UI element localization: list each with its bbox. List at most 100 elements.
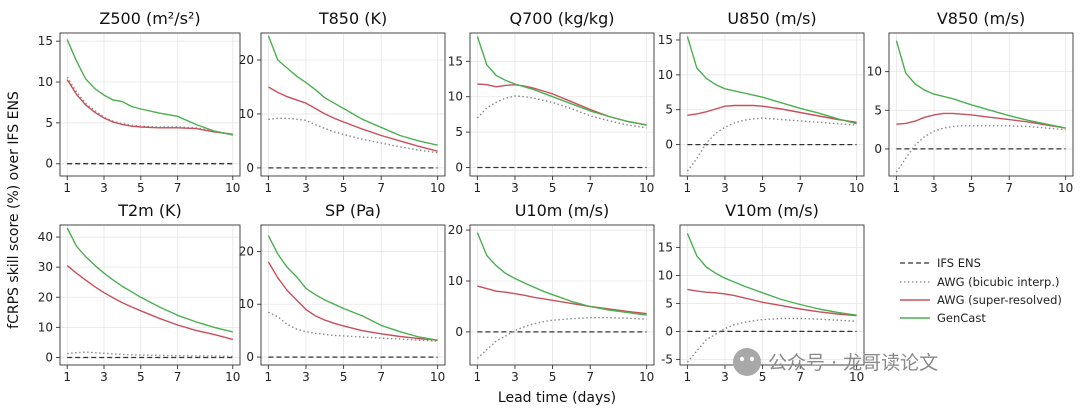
plot-frame: [469, 32, 655, 177]
series-line-gencast: [895, 40, 1066, 129]
x-tick-label: 5: [759, 370, 767, 384]
y-tick-label: 5: [455, 125, 463, 139]
panel-title: V10m (m/s): [725, 201, 819, 220]
x-tick-label: 3: [302, 370, 310, 384]
y-tick-label: 10: [239, 297, 254, 311]
y-tick-label: 0: [665, 324, 673, 338]
y-tick-label: 15: [658, 33, 673, 47]
x-tick-label: 5: [137, 370, 145, 384]
x-tick-label: 3: [100, 181, 108, 195]
x-tick-label: 10: [430, 370, 445, 384]
plot-frame: [469, 224, 655, 366]
series-line-awg-bicubic-interp: [268, 117, 438, 154]
x-tick-label: 10: [225, 370, 240, 384]
series-line-gencast: [476, 36, 647, 126]
y-tick-label: 15: [448, 54, 463, 68]
watermark: 公众号 · 龙哥读论文: [733, 348, 938, 376]
series-line-awg-bicubic-interp: [895, 125, 1066, 173]
watermark-icon-eye-right: [749, 356, 755, 362]
x-tick-label: 7: [174, 181, 182, 195]
legend-label-gencast: GenCast: [937, 311, 986, 325]
x-tick-label: 10: [639, 370, 654, 384]
series-line-awg-super-resolved: [687, 288, 857, 317]
y-tick-label: 10: [38, 75, 53, 89]
x-tick-label: 10: [639, 181, 654, 195]
x-tick-label: 7: [174, 370, 182, 384]
x-tick-label: 10: [225, 181, 240, 195]
panel-title: T850 (K): [318, 9, 387, 28]
y-tick-label: 5: [665, 103, 673, 117]
x-tick-label: 10: [430, 181, 445, 195]
plot-frame: [260, 224, 446, 366]
series-line-awg-super-resolved: [268, 86, 438, 152]
y-tick-label: 15: [38, 34, 53, 48]
x-tick-label: 7: [796, 370, 804, 384]
x-tick-label: 10: [1058, 181, 1073, 195]
y-tick-label: 10: [448, 274, 463, 288]
x-tick-label: 7: [1005, 181, 1013, 195]
series-line-gencast: [267, 35, 438, 146]
x-tick-label: 3: [721, 370, 729, 384]
series-line-gencast: [267, 235, 438, 341]
panel-q700: 1 3 5 7 10 0 5 10 15 Q700 (kg/kg): [448, 9, 655, 195]
y-tick-label: 40: [38, 230, 53, 244]
series-line-awg-bicubic-interp: [67, 351, 233, 357]
legend-label-ifs-ens: IFS ENS: [937, 256, 981, 270]
x-tick-label: 1: [474, 370, 482, 384]
series-line-awg-bicubic-interp: [476, 317, 647, 359]
legend-label-awg-bicubic: AWG (bicubic interp.): [937, 275, 1059, 289]
series-line-awg-super-resolved: [66, 265, 233, 341]
y-tick-label: 10: [658, 68, 673, 82]
y-tick-label: 0: [246, 350, 254, 364]
x-tick-label: 3: [100, 370, 108, 384]
x-tick-label: 5: [759, 181, 767, 195]
plot-frame: [260, 32, 446, 177]
y-tick-label: 20: [38, 290, 53, 304]
series-line-gencast: [66, 39, 233, 136]
x-tick-label: 1: [684, 181, 692, 195]
y-tick-label: 10: [38, 320, 53, 334]
series-line-awg-super-resolved: [896, 112, 1066, 129]
y-tick-label: 0: [45, 157, 53, 171]
panel-title: V850 (m/s): [937, 9, 1025, 28]
x-tick-label: 5: [340, 370, 348, 384]
plot-frame: [679, 224, 865, 366]
y-tick-label: -5: [661, 352, 673, 366]
x-tick-label: 7: [377, 370, 385, 384]
panel-v850: 1 3 5 7 10 0 5 10 V850 (m/s): [867, 9, 1074, 195]
x-tick-label: 1: [474, 181, 482, 195]
x-tick-label: 7: [586, 370, 594, 384]
y-tick-label: 20: [239, 244, 254, 258]
x-tick-label: 1: [63, 370, 71, 384]
x-tick-label: 7: [796, 181, 804, 195]
plot-frame: [59, 224, 241, 366]
x-tick-label: 10: [849, 181, 864, 195]
y-tick-label: 5: [45, 116, 53, 130]
y-tick-label: 30: [38, 260, 53, 274]
y-tick-label: 10: [448, 90, 463, 104]
x-axis-label: Lead time (days): [498, 390, 616, 406]
x-tick-label: 3: [721, 181, 729, 195]
y-tick-label: 0: [455, 325, 463, 339]
panel-title: U850 (m/s): [727, 9, 816, 28]
y-tick-label: 0: [665, 138, 673, 152]
series-line-awg-super-resolved: [267, 261, 438, 341]
plot-frame: [59, 32, 241, 177]
y-tick-label: 0: [455, 161, 463, 175]
x-tick-label: 3: [511, 181, 519, 195]
x-tick-label: 7: [377, 181, 385, 195]
x-tick-label: 1: [893, 181, 901, 195]
series-line-gencast: [686, 36, 857, 125]
x-tick-label: 7: [586, 181, 594, 195]
x-tick-label: 1: [265, 181, 273, 195]
x-tick-label: 5: [549, 181, 557, 195]
series-line-gencast: [686, 233, 857, 316]
series-line-awg-super-resolved: [66, 79, 233, 135]
series-line-awg-super-resolved: [477, 83, 647, 126]
watermark-text: 公众号 · 龙哥读论文: [768, 352, 938, 374]
watermark-icon-eye-left: [739, 356, 745, 362]
x-tick-label: 5: [549, 370, 557, 384]
series-line-awg-super-resolved: [477, 285, 647, 315]
y-tick-label: 0: [874, 142, 882, 156]
